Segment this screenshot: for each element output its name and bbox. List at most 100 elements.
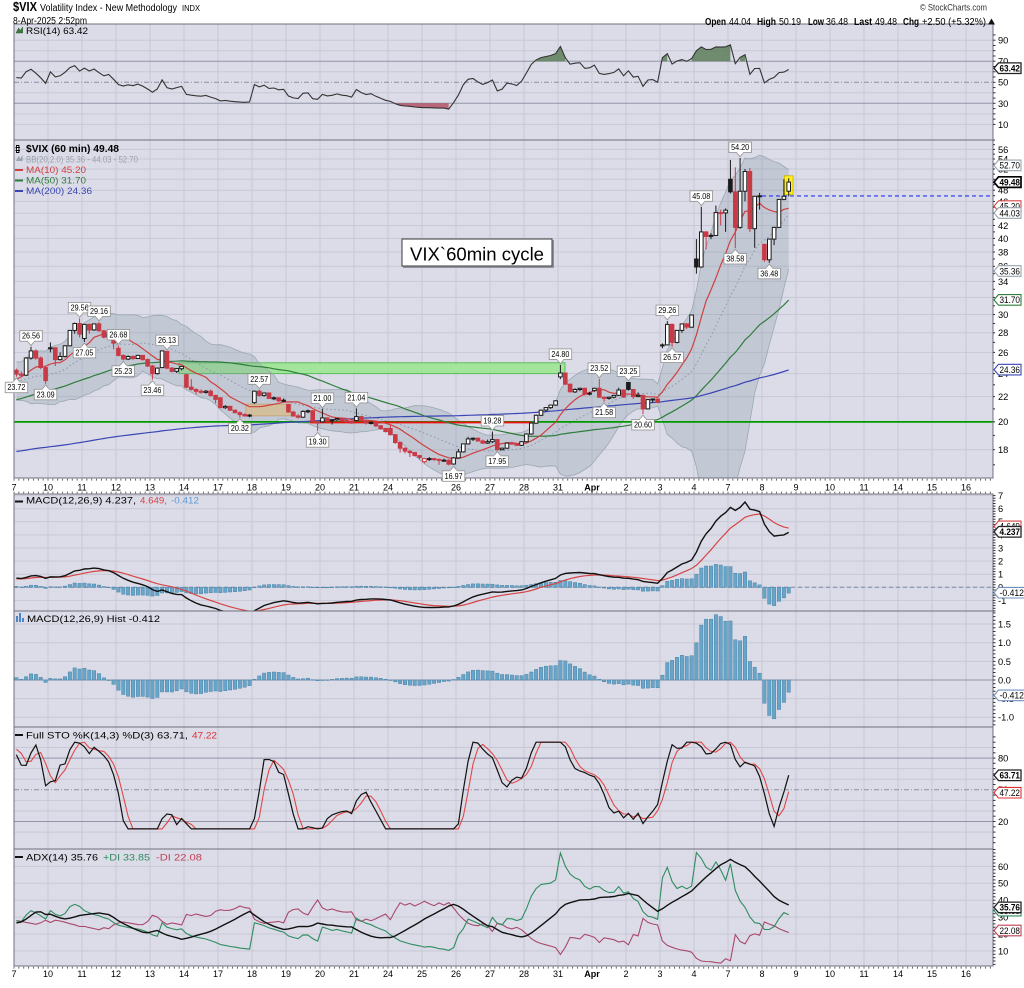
svg-text:MA(200) 24.36: MA(200) 24.36 (26, 186, 92, 197)
svg-text:30: 30 (998, 99, 1008, 109)
svg-text:54.20: 54.20 (731, 143, 749, 152)
svg-text:25: 25 (417, 483, 427, 493)
svg-text:24: 24 (383, 969, 393, 979)
svg-text:7: 7 (725, 969, 730, 979)
svg-text:23.09: 23.09 (37, 390, 55, 399)
svg-text:Low: Low (808, 17, 824, 28)
svg-text:16: 16 (961, 483, 971, 493)
svg-text:14: 14 (179, 969, 189, 979)
svg-text:23.52: 23.52 (590, 364, 608, 373)
svg-text:BB(20,2.0) 35.36 - 44.03 - 52.: BB(20,2.0) 35.36 - 44.03 - 52.70 (26, 155, 138, 166)
svg-text:45.08: 45.08 (692, 192, 710, 201)
svg-text:38: 38 (998, 247, 1008, 257)
svg-text:Chg: Chg (903, 17, 919, 28)
svg-text:24: 24 (383, 483, 393, 493)
svg-text:17.95: 17.95 (488, 457, 506, 466)
svg-text:30: 30 (998, 310, 1008, 320)
svg-text:1.0: 1.0 (998, 638, 1011, 648)
svg-text:-1.0: -1.0 (998, 713, 1014, 723)
svg-text:35.76: 35.76 (1000, 903, 1021, 913)
svg-text:23.72: 23.72 (7, 383, 25, 392)
svg-text:7: 7 (11, 483, 16, 493)
svg-text:20.32: 20.32 (231, 424, 249, 433)
svg-text:High: High (757, 17, 776, 28)
svg-text:10: 10 (825, 483, 835, 493)
svg-text:11: 11 (77, 483, 86, 493)
svg-text:25: 25 (417, 969, 427, 979)
svg-text:26: 26 (998, 348, 1008, 358)
svg-text:8: 8 (759, 483, 764, 493)
svg-text:26: 26 (451, 483, 461, 493)
svg-text:7: 7 (998, 491, 1003, 501)
svg-text:18: 18 (247, 969, 257, 979)
svg-text:27.05: 27.05 (75, 348, 93, 357)
svg-text:44.03: 44.03 (1000, 208, 1021, 218)
svg-text:19.28: 19.28 (483, 417, 501, 426)
svg-text:10: 10 (998, 120, 1008, 130)
svg-text:49.48: 49.48 (875, 17, 897, 28)
svg-text:4.649,: 4.649, (140, 496, 167, 507)
svg-text:10: 10 (43, 483, 53, 493)
svg-text:19: 19 (281, 483, 291, 493)
svg-text:35.36: 35.36 (1000, 266, 1021, 276)
svg-text:25.23: 25.23 (114, 367, 132, 376)
svg-text:21.00: 21.00 (313, 394, 331, 403)
svg-text:27: 27 (485, 483, 495, 493)
svg-text:20: 20 (315, 483, 325, 493)
svg-text:0.5: 0.5 (998, 657, 1011, 667)
svg-text:22: 22 (998, 392, 1008, 402)
svg-text:Apr: Apr (584, 969, 600, 979)
svg-text:50: 50 (998, 78, 1008, 88)
svg-text:29.26: 29.26 (658, 306, 676, 315)
svg-text:13: 13 (145, 969, 155, 979)
svg-text:12: 12 (111, 969, 121, 979)
svg-text:56: 56 (998, 145, 1008, 155)
svg-text:28: 28 (998, 328, 1008, 338)
svg-text:12: 12 (111, 483, 121, 493)
svg-text:28: 28 (519, 483, 529, 493)
svg-text:20: 20 (998, 417, 1008, 427)
svg-text:29.16: 29.16 (90, 307, 108, 316)
svg-text:+DI 33.85: +DI 33.85 (103, 853, 150, 864)
svg-text:11: 11 (859, 483, 868, 493)
svg-text:© StockCharts.com: © StockCharts.com (920, 3, 987, 14)
svg-text:17: 17 (213, 483, 223, 493)
svg-text:80: 80 (998, 754, 1008, 764)
svg-text:31: 31 (553, 483, 563, 493)
svg-text:RSI(14) 63.42: RSI(14) 63.42 (26, 26, 88, 37)
svg-text:4.237: 4.237 (1000, 527, 1021, 537)
svg-text:24.36: 24.36 (1000, 365, 1021, 375)
svg-text:INDX: INDX (182, 3, 200, 13)
svg-text:-0.412: -0.412 (1000, 588, 1024, 598)
svg-text:28: 28 (519, 969, 529, 979)
svg-text:21: 21 (349, 969, 359, 979)
svg-text:36.48: 36.48 (826, 17, 848, 28)
svg-text:6: 6 (998, 504, 1003, 514)
svg-text:+2.50 (+5.32%): +2.50 (+5.32%) (922, 17, 986, 28)
svg-text:10: 10 (43, 969, 53, 979)
svg-text:34: 34 (998, 277, 1008, 287)
svg-text:21.04: 21.04 (347, 393, 365, 402)
svg-text:18: 18 (998, 445, 1008, 455)
svg-text:MACD(12,26,9) 4.237,: MACD(12,26,9) 4.237, (26, 496, 136, 507)
svg-text:14: 14 (179, 483, 189, 493)
svg-text:22.08: 22.08 (1000, 926, 1021, 936)
svg-text:63.42: 63.42 (1000, 64, 1021, 74)
svg-text:4: 4 (691, 969, 696, 979)
svg-text:26: 26 (451, 969, 461, 979)
svg-text:22.57: 22.57 (250, 375, 268, 384)
svg-text:20.60: 20.60 (634, 421, 652, 430)
svg-text:-DI 22.08: -DI 22.08 (156, 853, 202, 864)
svg-text:Volatility Index - New Methodo: Volatility Index - New Methodology (40, 3, 177, 14)
svg-text:26.57: 26.57 (663, 353, 681, 362)
svg-text:26.56: 26.56 (22, 332, 40, 341)
svg-text:15: 15 (927, 969, 937, 979)
svg-text:31.70: 31.70 (1000, 295, 1021, 305)
svg-text:11: 11 (77, 969, 86, 979)
svg-text:18: 18 (247, 483, 257, 493)
svg-text:60: 60 (998, 862, 1008, 872)
svg-text:23.46: 23.46 (143, 386, 161, 395)
svg-text:38.58: 38.58 (726, 255, 744, 264)
svg-text:10: 10 (998, 946, 1008, 956)
svg-text:3: 3 (657, 483, 662, 493)
